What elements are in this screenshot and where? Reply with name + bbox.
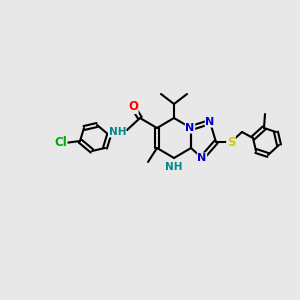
- Text: N: N: [206, 117, 214, 127]
- Text: N: N: [197, 153, 207, 163]
- Text: NH: NH: [165, 162, 183, 172]
- Text: Cl: Cl: [54, 136, 67, 149]
- Text: NH: NH: [109, 127, 126, 137]
- Text: S: S: [227, 136, 235, 148]
- Text: N: N: [185, 123, 195, 133]
- Text: O: O: [128, 100, 138, 113]
